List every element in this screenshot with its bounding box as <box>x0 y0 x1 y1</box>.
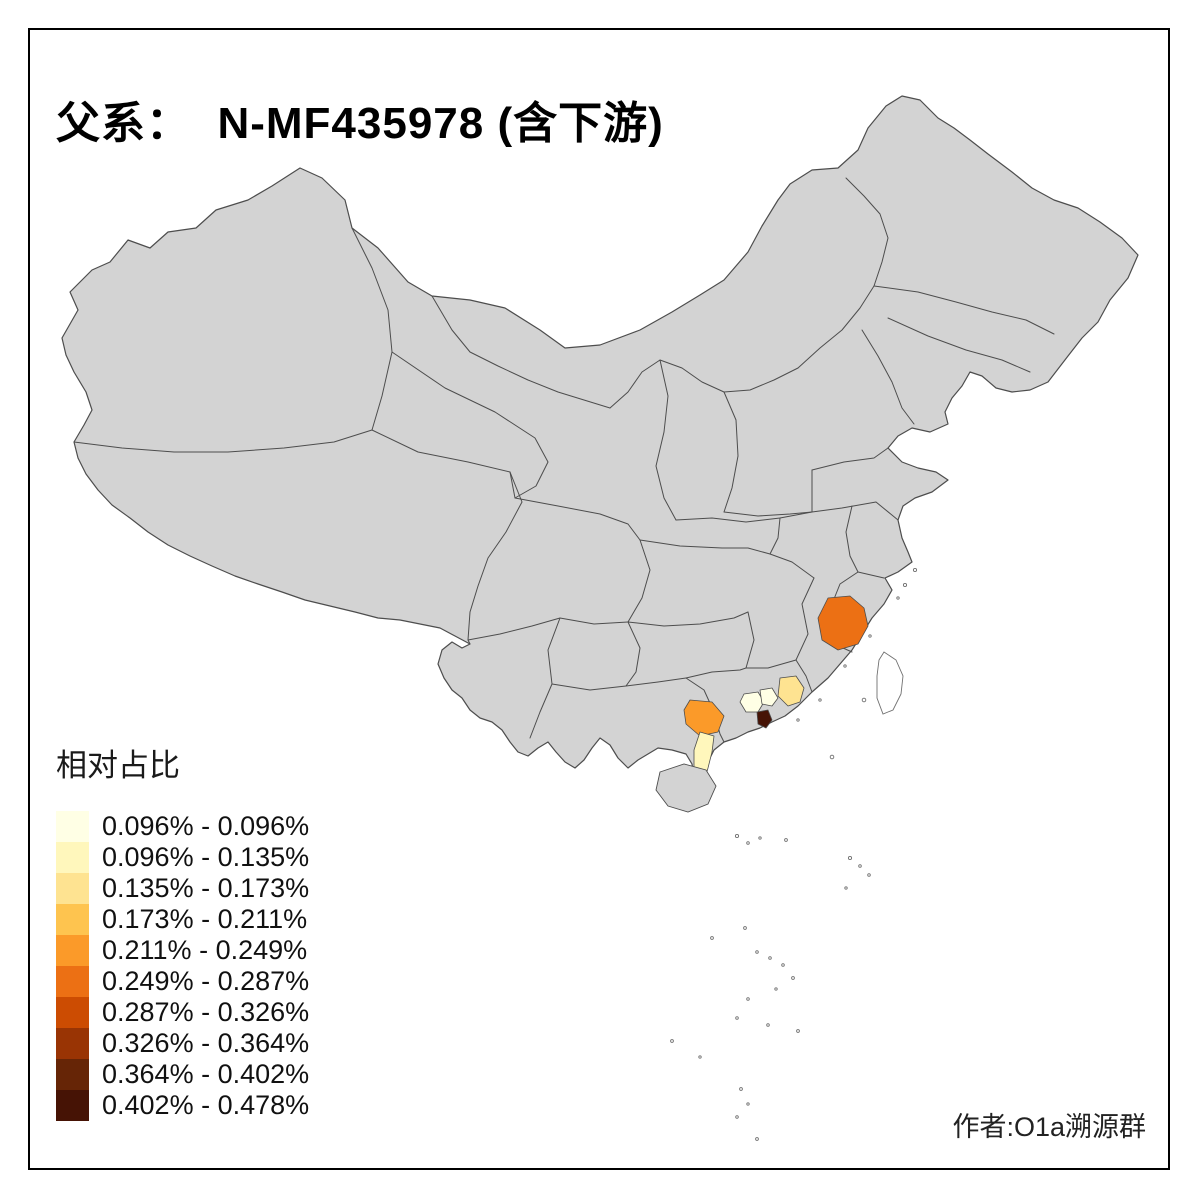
province-borders <box>73 177 1055 743</box>
legend-item: 0.402% - 0.478% <box>56 1090 309 1121</box>
legend-label: 0.096% - 0.096% <box>102 811 310 841</box>
legend-swatch <box>56 935 89 966</box>
legend-swatch <box>56 1090 89 1121</box>
legend-label: 0.287% - 0.326% <box>102 997 310 1027</box>
legend-item: 0.096% - 0.135% <box>56 842 309 873</box>
region-fujian-central <box>817 595 869 651</box>
mainland-china-shape <box>61 95 1139 791</box>
legend-swatch <box>56 811 89 842</box>
legend-label: 0.173% - 0.211% <box>102 904 308 934</box>
legend-label: 0.402% - 0.478% <box>102 1090 310 1120</box>
legend-swatch <box>56 1059 89 1090</box>
legend-item: 0.249% - 0.287% <box>56 966 309 997</box>
legend-swatch <box>56 997 89 1028</box>
legend-swatch <box>56 904 89 935</box>
legend: 相对占比 0.096% - 0.096% 0.096% - 0.135% 0.135… <box>56 740 309 1121</box>
legend-item: 0.287% - 0.326% <box>56 997 309 1028</box>
legend-item: 0.211% - 0.249% <box>56 935 309 966</box>
legend-label: 0.211% - 0.249% <box>102 935 308 965</box>
coastal-and-south-china-sea-islets <box>670 567 918 1141</box>
legend-label: 0.249% - 0.287% <box>102 966 310 996</box>
legend-label: 0.135% - 0.173% <box>102 873 310 903</box>
region-pearl-delta-south <box>756 709 773 729</box>
legend-items: 0.096% - 0.096% 0.096% - 0.135% 0.135% - 0… <box>56 811 309 1121</box>
legend-swatch <box>56 842 89 873</box>
legend-swatch <box>56 873 89 904</box>
legend-item: 0.364% - 0.402% <box>56 1059 309 1090</box>
legend-item: 0.135% - 0.173% <box>56 873 309 904</box>
region-guangxi-southeast <box>683 699 725 737</box>
legend-item: 0.326% - 0.364% <box>56 1028 309 1059</box>
legend-label: 0.096% - 0.135% <box>102 842 310 872</box>
legend-swatch <box>56 1028 89 1059</box>
region-guangdong-east <box>777 675 805 707</box>
hainan-island <box>655 763 717 813</box>
plot-frame <box>28 28 1170 1170</box>
region-pearl-delta-north <box>759 687 779 707</box>
legend-title: 相对占比 <box>56 748 180 783</box>
legend-label: 0.326% - 0.364% <box>102 1028 310 1058</box>
taiwan-island <box>876 651 904 715</box>
legend-item: 0.173% - 0.211% <box>56 904 309 935</box>
legend-swatch <box>56 966 89 997</box>
legend-label: 0.364% - 0.402% <box>102 1059 310 1089</box>
page-title: 父系： N-MF435978 (含下游) <box>56 99 664 149</box>
author-credit: 作者:O1a溯源群 <box>952 1112 1146 1142</box>
legend-item: 0.096% - 0.096% <box>56 811 309 842</box>
